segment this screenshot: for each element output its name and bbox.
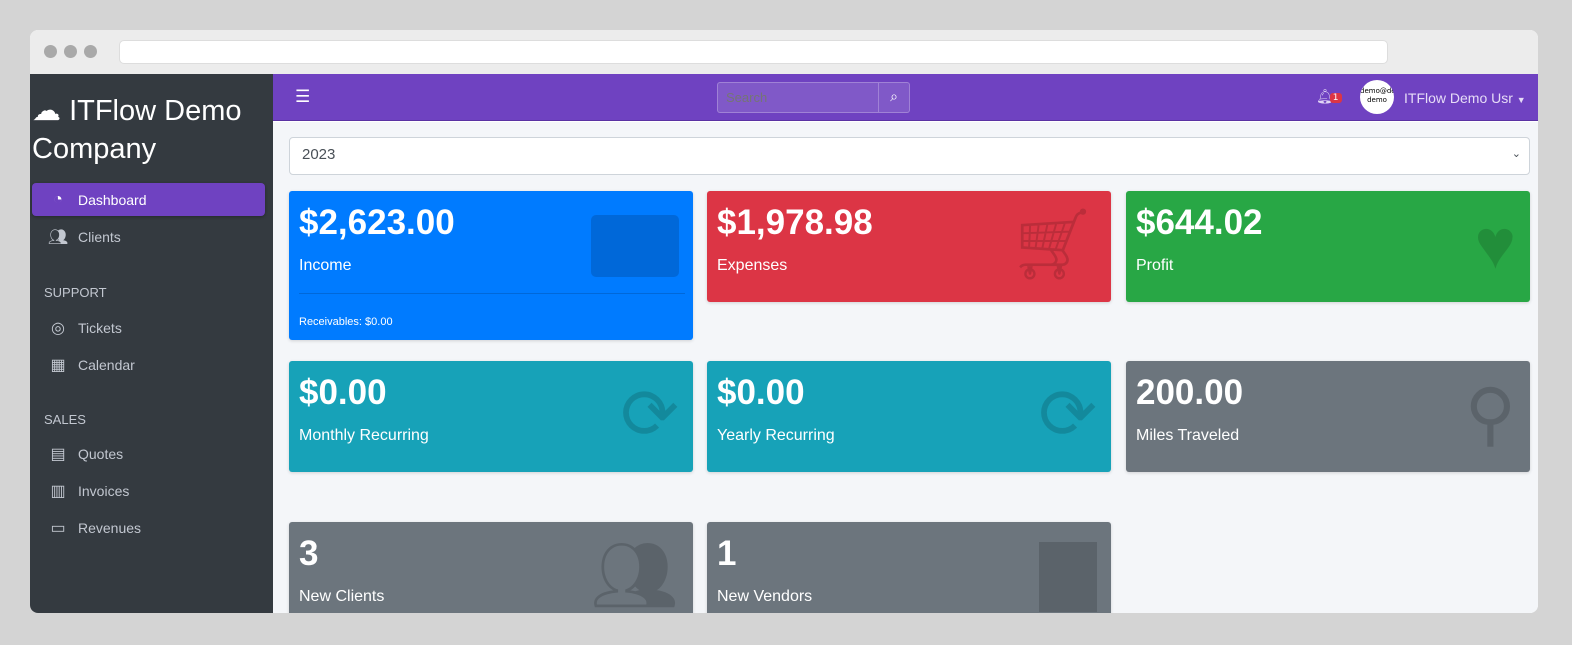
brand-name: ITFlow Demo Company	[32, 95, 242, 165]
card-label: New Clients	[299, 588, 385, 605]
browser-window: ☁ ITFlow Demo Company ◔ Dashboard 👥︎ Clien…	[30, 30, 1538, 613]
search-form: ⌕	[717, 82, 910, 113]
users-icon: 👥︎	[590, 536, 679, 613]
new-clients-card[interactable]: 3 New Clients 👥︎	[289, 522, 693, 613]
sidebar-item-quotes[interactable]: ▤ Quotes	[32, 437, 265, 470]
user-name: ITFlow Demo Usr	[1404, 90, 1513, 106]
hamburger-menu-icon[interactable]: ☰	[295, 87, 311, 107]
sidebar-item-label: Dashboard	[78, 191, 147, 208]
sidebar-item-label: Invoices	[78, 482, 130, 499]
section-header-sales: SALES	[44, 412, 86, 427]
notification-badge: 1	[1329, 93, 1342, 103]
sidebar-item-label: Revenues	[78, 519, 142, 536]
year-select-value: 2023	[302, 146, 336, 163]
calendar-icon: ▦	[50, 356, 66, 374]
life-ring-icon: ◎	[51, 319, 65, 337]
sidebar-item-label: Clients	[78, 228, 121, 245]
receivables-text: Receivables: $0.00	[299, 316, 393, 328]
card-value: $0.00	[299, 373, 387, 412]
sidebar-item-invoices[interactable]: ▥ Invoices	[32, 474, 265, 507]
card-value: $0.00	[717, 373, 805, 412]
sidebar-item-clients[interactable]: 👥︎ Clients	[32, 220, 265, 253]
file-icon: ▤	[50, 445, 66, 463]
card-value: 1	[717, 534, 737, 573]
user-menu[interactable]: ITFlow Demo Usr ▼	[1404, 90, 1526, 106]
card-label: New Vendors	[717, 588, 813, 605]
sidebar-item-calendar[interactable]: ▦ Calendar	[32, 348, 265, 381]
tachometer-icon: ◔	[53, 190, 63, 208]
card-label: Profit	[1136, 257, 1174, 274]
card-label: Monthly Recurring	[299, 427, 429, 444]
year-select[interactable]: 2023 ⌄	[289, 137, 1530, 175]
address-bar[interactable]	[119, 40, 1388, 64]
bell-icon: 🔔︎	[1316, 89, 1334, 105]
chevron-down-icon: ⌄	[1511, 148, 1521, 160]
sidebar-item-label: Tickets	[78, 319, 122, 336]
heart-icon: ♥	[1474, 205, 1516, 283]
card-value: $644.02	[1136, 203, 1263, 242]
route-icon: ⚲	[1464, 375, 1516, 453]
card-value: 200.00	[1136, 373, 1244, 412]
card-label: Income	[299, 257, 352, 274]
main-content: 2023 ⌄ $2,623.00 Income Receivables: $0.0…	[273, 122, 1538, 613]
card-label: Yearly Recurring	[717, 427, 835, 444]
sidebar-item-revenues[interactable]: ▭ Revenues	[32, 511, 265, 544]
section-header-support: SUPPORT	[44, 285, 107, 300]
income-card[interactable]: $2,623.00 Income Receivables: $0.00	[289, 191, 693, 340]
users-icon: 👥︎	[47, 228, 69, 246]
search-icon: ⌕	[890, 89, 898, 105]
avatar[interactable]: demo@demo demo	[1360, 80, 1394, 114]
credit-card-icon: ▭	[50, 519, 66, 537]
invoice-icon: ▥	[50, 482, 66, 500]
browser-chrome	[30, 30, 1538, 74]
divider	[299, 293, 685, 294]
notifications-button[interactable]: 🔔︎1	[1316, 89, 1346, 105]
search-input[interactable]	[718, 83, 878, 112]
card-value: $1,978.98	[717, 203, 873, 242]
top-navbar: ☰ ⌕ 🔔︎1 demo@demo demo ITFlow Demo Usr ▼	[273, 74, 1538, 121]
miles-traveled-card[interactable]: 200.00 Miles Traveled ⚲	[1126, 361, 1530, 472]
monthly-recurring-card[interactable]: $0.00 Monthly Recurring ⟳	[289, 361, 693, 472]
shopping-cart-icon: 🛒︎	[1008, 205, 1097, 283]
profit-card[interactable]: $644.02 Profit ♥	[1126, 191, 1530, 302]
cloud-icon: ☁	[32, 95, 61, 127]
sync-icon: ⟳	[620, 375, 679, 453]
building-icon	[1039, 542, 1097, 612]
window-dot	[64, 45, 77, 58]
card-label: Expenses	[717, 257, 788, 274]
sidebar-item-label: Calendar	[78, 356, 135, 373]
caret-down-icon: ▼	[1516, 95, 1526, 105]
yearly-recurring-card[interactable]: $0.00 Yearly Recurring ⟳	[707, 361, 1111, 472]
sync-icon: ⟳	[1038, 375, 1097, 453]
window-dot	[44, 45, 57, 58]
sidebar-item-dashboard[interactable]: ◔ Dashboard	[32, 183, 265, 216]
expenses-card[interactable]: $1,978.98 Expenses 🛒︎	[707, 191, 1111, 302]
new-vendors-card[interactable]: 1 New Vendors	[707, 522, 1111, 613]
sidebar-item-label: Quotes	[78, 445, 124, 462]
card-label: Miles Traveled	[1136, 427, 1240, 444]
card-value: $2,623.00	[299, 203, 455, 242]
search-button[interactable]: ⌕	[878, 83, 909, 112]
sidebar: ☁ ITFlow Demo Company ◔ Dashboard 👥︎ Clien…	[30, 74, 273, 613]
sidebar-item-tickets[interactable]: ◎ Tickets	[32, 311, 265, 344]
window-dot	[84, 45, 97, 58]
card-value: 3	[299, 534, 319, 573]
credit-card-icon	[591, 215, 679, 277]
brand-link[interactable]: ☁ ITFlow Demo Company	[32, 92, 272, 168]
